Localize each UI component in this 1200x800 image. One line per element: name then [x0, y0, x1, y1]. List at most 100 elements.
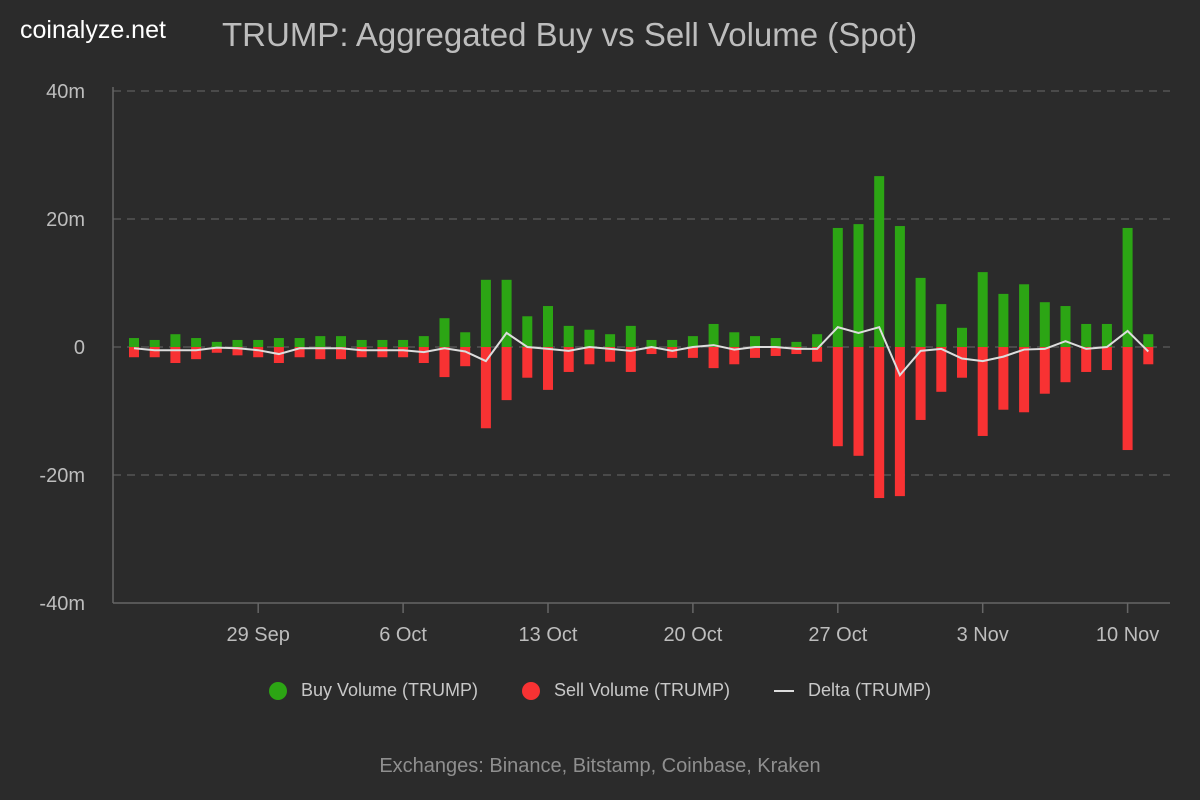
buy-bar [294, 338, 305, 347]
buy-bar [377, 339, 388, 347]
x-tick-label: 27 Oct [808, 624, 867, 646]
sell-bar [1143, 347, 1154, 365]
buy-bar [563, 325, 574, 347]
sell-bar [1081, 347, 1092, 372]
sell-bar [667, 347, 678, 358]
sell-bar [812, 347, 823, 362]
buy-bar [894, 226, 905, 347]
sell-bar [253, 347, 264, 358]
sell-bar [1039, 347, 1050, 394]
buy-bar [667, 339, 678, 347]
sell-bar [294, 347, 305, 358]
buy-bar [1060, 306, 1071, 347]
sell-bar [211, 347, 222, 353]
legend-buy[interactable]: Buy Volume (TRUMP) [268, 680, 478, 701]
buy-bar [1019, 284, 1030, 347]
buy-bar [356, 339, 367, 347]
sell-bar [418, 347, 429, 363]
sell-bar [687, 347, 698, 358]
buy-bar [232, 339, 243, 347]
buy-bar [273, 338, 284, 347]
buy-bar [522, 316, 533, 347]
legend-sell-label: Sell Volume (TRUMP) [553, 680, 731, 700]
sell-bar [149, 347, 160, 358]
x-tick-label: 3 Nov [957, 624, 1009, 646]
x-tick-label: 13 Oct [519, 624, 578, 646]
sell-bar [501, 347, 512, 401]
buy-bar [832, 227, 843, 347]
sell-bar [232, 347, 243, 356]
sell-bar [336, 347, 346, 360]
buy-bar [687, 336, 698, 347]
sell-bar [750, 347, 760, 358]
sell-bar [998, 347, 1009, 410]
sell-bar [315, 347, 326, 360]
sell-bar [977, 347, 988, 436]
sell-bar [625, 347, 636, 372]
sell-dot-icon [521, 681, 540, 700]
buy-bar [211, 341, 222, 347]
buy-bar [501, 279, 512, 347]
sell-bar [543, 347, 553, 390]
chart-title: TRUMP: Aggregated Buy vs Sell Volume (Sp… [222, 16, 918, 53]
sell-bar [377, 347, 388, 358]
sell-bar [936, 347, 947, 392]
sell-bar [957, 347, 967, 378]
x-tick-label: 6 Oct [379, 624, 427, 646]
buy-bar [418, 336, 429, 347]
sell-bar [522, 347, 533, 378]
buy-bar [977, 272, 988, 347]
coinalyze-logo[interactable]: coinalyze.net [20, 16, 166, 44]
buy-bar [957, 327, 967, 347]
buy-dot-icon [268, 681, 287, 700]
legend-sell[interactable]: Sell Volume (TRUMP) [521, 680, 731, 701]
buy-bar [1143, 334, 1154, 347]
x-tick-label: 10 Nov [1096, 624, 1159, 646]
buy-bar [1122, 227, 1133, 347]
sell-bar [1101, 347, 1112, 371]
sell-bar [129, 347, 139, 358]
buy-bar [729, 332, 740, 347]
buy-bar [398, 339, 409, 347]
sell-bar [646, 347, 657, 355]
sell-bar [356, 347, 367, 358]
buy-bar [336, 336, 346, 347]
sell-bar [729, 347, 740, 365]
buy-bar [460, 332, 471, 347]
buy-bar [480, 279, 491, 347]
y-tick-label: -20m [39, 465, 85, 487]
y-tick-label: 20m [46, 209, 85, 231]
buy-bar [1101, 323, 1112, 347]
y-tick-label: 0 [74, 337, 85, 359]
sell-bar [1122, 347, 1133, 451]
sell-bar [853, 347, 864, 456]
sell-bar [832, 347, 843, 447]
sell-bar [770, 347, 781, 356]
buy-bar [149, 339, 160, 347]
buy-bar [315, 336, 326, 347]
legend-delta-label: Delta (TRUMP) [808, 680, 932, 700]
buy-bar [791, 341, 802, 347]
legend-delta[interactable]: Delta (TRUMP) [774, 680, 931, 701]
sell-bar [1060, 347, 1071, 383]
buy-bar [543, 306, 553, 347]
buy-bar [708, 323, 719, 347]
sell-bar [874, 347, 885, 499]
sell-bar [1019, 347, 1030, 413]
legend-buy-label: Buy Volume (TRUMP) [300, 680, 478, 700]
legend: Buy Volume (TRUMP) Sell Volume (TRUMP) D… [0, 680, 1200, 701]
y-tick-label: -40m [39, 593, 85, 615]
buy-bar [936, 304, 947, 347]
sell-bar [439, 347, 450, 378]
delta-line [133, 325, 1150, 378]
buy-bar [770, 338, 781, 347]
buy-bar [812, 334, 823, 347]
exchanges-footer: Exchanges: Binance, Bitstamp, Coinbase, … [379, 755, 821, 777]
buy-bar [191, 338, 202, 347]
buy-bar [1081, 323, 1092, 347]
y-tick-label: 40m [46, 81, 85, 103]
sell-bar [460, 347, 471, 367]
sell-bar [584, 347, 595, 365]
x-tick-label: 29 Sep [227, 624, 290, 646]
